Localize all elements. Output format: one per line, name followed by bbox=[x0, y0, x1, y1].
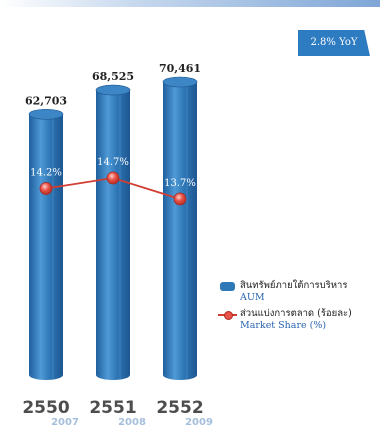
year-gregorian-label: 2007 bbox=[51, 417, 79, 428]
aum-value-label: 68,525 bbox=[92, 70, 134, 83]
aum-bar-body bbox=[96, 90, 130, 380]
market-share-label: 13.7% bbox=[164, 178, 196, 189]
aum-value-label: 62,703 bbox=[25, 94, 67, 107]
year-thai-label: 2550 bbox=[22, 398, 69, 418]
aum-value-label: 70,461 bbox=[159, 62, 201, 75]
year-gregorian-label: 2009 bbox=[185, 417, 213, 428]
aum-bar-top bbox=[95, 84, 131, 96]
aum-bar-body bbox=[163, 82, 197, 380]
aum-bar bbox=[95, 84, 131, 380]
market-share-point bbox=[173, 192, 187, 206]
aum-bar-top bbox=[28, 108, 64, 120]
year-gregorian-label: 2008 bbox=[118, 417, 146, 428]
market-share-label: 14.7% bbox=[97, 157, 129, 168]
year-thai-label: 2551 bbox=[89, 398, 136, 418]
year-thai-label: 2552 bbox=[156, 398, 203, 418]
legend-aum-eng: AUM bbox=[240, 292, 265, 303]
legend-aum-thai: สินทรัพย์ภายใต้การบริหาร bbox=[240, 280, 348, 291]
legend-share-thai: ส่วนแบ่งการตลาด (ร้อยละ) bbox=[240, 308, 352, 319]
aum-bar-top bbox=[162, 76, 198, 88]
top-gradient-bar bbox=[0, 0, 380, 7]
chart-legend: สินทรัพย์ภายใต้การบริหาร AUM ส่วนแบ่งการ… bbox=[218, 280, 378, 336]
market-share-point bbox=[106, 171, 120, 185]
aum-bar bbox=[28, 108, 64, 380]
market-share-point bbox=[39, 182, 53, 195]
legend-share-eng: Market Share (%) bbox=[240, 320, 327, 331]
market-share-label: 14.2% bbox=[30, 168, 62, 179]
aum-bar-body bbox=[29, 114, 63, 380]
yoy-badge: 2.8% YoY bbox=[298, 30, 370, 56]
legend-bar-swatch bbox=[220, 282, 235, 291]
legend-item-market-share: ส่วนแบ่งการตลาด (ร้อยละ) Market Share (%… bbox=[218, 308, 378, 332]
legend-dot-swatch bbox=[224, 311, 233, 320]
aum-bar bbox=[162, 76, 198, 380]
legend-item-aum: สินทรัพย์ภายใต้การบริหาร AUM bbox=[218, 280, 378, 304]
